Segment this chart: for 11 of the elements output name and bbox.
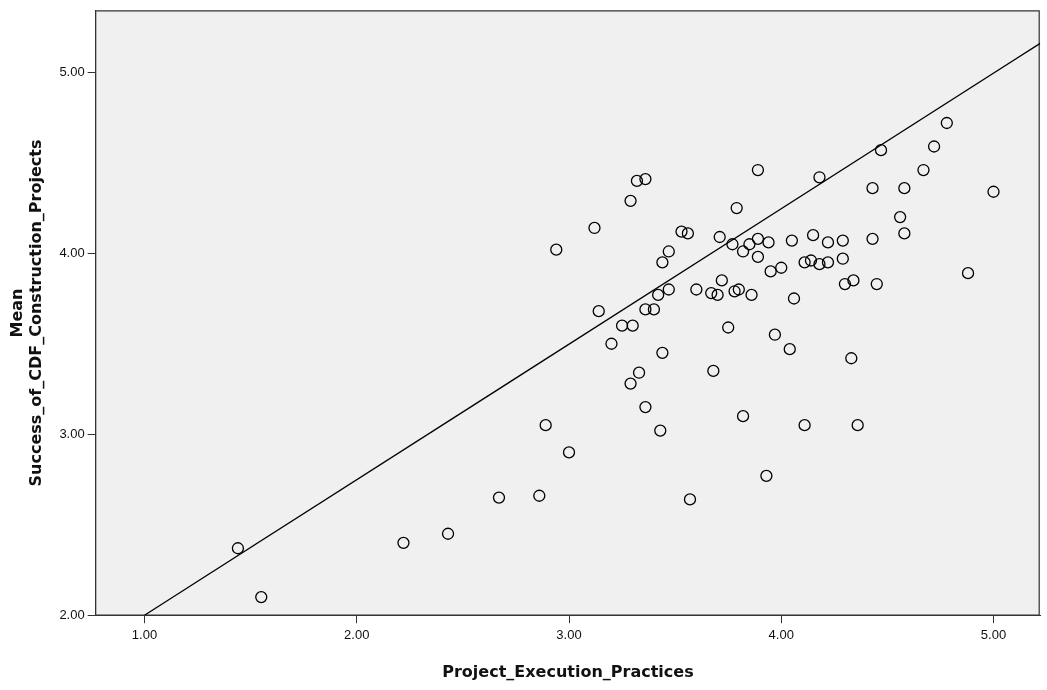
y-tick-label: 5.00 [59,63,85,79]
x-axis-title: Project_Execution_Practices [442,661,694,681]
x-tick-label: 1.00 [131,626,158,642]
y-axis-title: Mean Success_of_CDF_Construction_Projects [6,139,45,487]
x-tick-label: 2.00 [344,626,370,642]
x-tick-label: 4.00 [768,626,794,642]
x-tick-label: 3.00 [556,626,582,642]
x-tick-label: 5.00 [980,626,1007,642]
y-tick-label: 3.00 [59,425,85,441]
y-tick-label: 4.00 [59,244,85,260]
y-tick-label: 2.00 [59,606,85,622]
